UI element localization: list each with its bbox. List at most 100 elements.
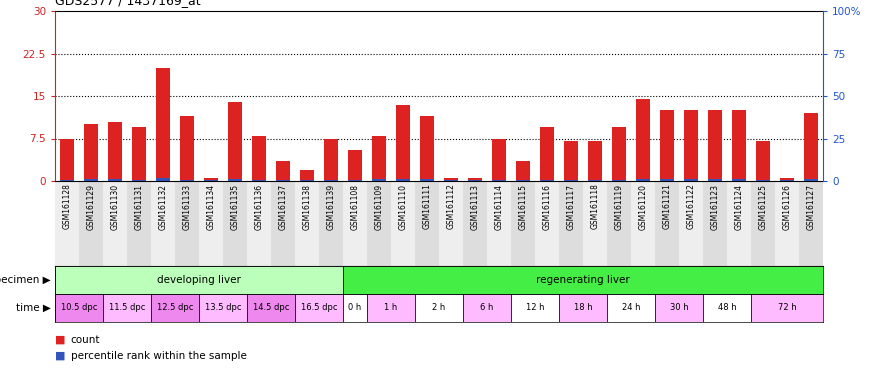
Bar (199, 181, 223, 266)
Bar (444, 178, 458, 181)
Text: 14.5 dpc: 14.5 dpc (253, 303, 289, 313)
Text: percentile rank within the sample: percentile rank within the sample (71, 351, 247, 361)
Bar (559, 294, 607, 322)
Bar (468, 178, 482, 181)
Bar (415, 181, 439, 266)
Text: 11.5 dpc: 11.5 dpc (108, 303, 145, 313)
Bar (492, 139, 507, 181)
Text: 10.5 dpc: 10.5 dpc (61, 303, 97, 313)
Text: 1 h: 1 h (384, 303, 397, 313)
Bar (343, 294, 367, 322)
Bar (276, 180, 290, 181)
Bar (55, 181, 79, 266)
Bar (300, 180, 314, 181)
Text: ■: ■ (55, 335, 69, 345)
Bar (84, 124, 98, 181)
Text: specimen ▶: specimen ▶ (0, 275, 51, 285)
Bar (295, 181, 319, 266)
Text: GSM161138: GSM161138 (303, 184, 312, 230)
Bar (276, 161, 290, 181)
Bar (295, 294, 343, 322)
Bar (151, 294, 199, 322)
Text: GSM161123: GSM161123 (710, 184, 719, 230)
Text: 48 h: 48 h (718, 303, 737, 313)
Bar (660, 179, 675, 181)
Bar (540, 127, 554, 181)
Text: GSM161125: GSM161125 (759, 184, 767, 230)
Text: 12.5 dpc: 12.5 dpc (157, 303, 193, 313)
Bar (391, 181, 415, 266)
Text: 6 h: 6 h (480, 303, 494, 313)
Bar (679, 181, 703, 266)
Bar (420, 116, 434, 181)
Bar (708, 110, 722, 181)
Bar (631, 181, 655, 266)
Bar (703, 294, 751, 322)
Bar (223, 181, 247, 266)
Text: GSM161122: GSM161122 (687, 184, 696, 229)
Bar (511, 181, 535, 266)
Bar (799, 181, 823, 266)
Bar (683, 110, 698, 181)
Bar (463, 294, 511, 322)
Bar (55, 294, 103, 322)
Text: GSM161115: GSM161115 (519, 184, 528, 230)
Bar (127, 181, 151, 266)
Text: GSM161128: GSM161128 (62, 184, 72, 229)
Text: GSM161114: GSM161114 (494, 184, 503, 230)
Text: GSM161132: GSM161132 (158, 184, 167, 230)
Bar (324, 180, 339, 181)
Bar (108, 121, 123, 181)
Bar (588, 180, 602, 181)
Bar (559, 181, 583, 266)
Bar (396, 179, 410, 181)
Bar (343, 181, 367, 266)
Bar (343, 266, 823, 294)
Text: GSM161110: GSM161110 (398, 184, 408, 230)
Bar (444, 180, 458, 181)
Bar (636, 99, 650, 181)
Bar (540, 180, 554, 181)
Bar (583, 181, 607, 266)
Text: GSM161120: GSM161120 (639, 184, 648, 230)
Bar (151, 181, 175, 266)
Bar (612, 180, 626, 181)
Text: 30 h: 30 h (669, 303, 689, 313)
Bar (756, 180, 770, 181)
Bar (156, 179, 171, 181)
Text: GSM161112: GSM161112 (446, 184, 456, 229)
Text: GSM161135: GSM161135 (230, 184, 240, 230)
Bar (60, 180, 74, 181)
Bar (780, 180, 794, 181)
Bar (463, 181, 487, 266)
Text: GSM161118: GSM161118 (591, 184, 599, 229)
Bar (252, 136, 266, 181)
Text: GSM161127: GSM161127 (807, 184, 816, 230)
Bar (103, 181, 127, 266)
Bar (655, 181, 679, 266)
Bar (607, 181, 631, 266)
Bar (247, 294, 295, 322)
Bar (487, 181, 511, 266)
Text: GSM161139: GSM161139 (326, 184, 335, 230)
Bar (347, 180, 362, 181)
Bar (780, 178, 794, 181)
Bar (179, 116, 194, 181)
Text: 0 h: 0 h (348, 303, 361, 313)
Text: GSM161119: GSM161119 (614, 184, 624, 230)
Text: developing liver: developing liver (158, 275, 241, 285)
Text: 24 h: 24 h (622, 303, 640, 313)
Bar (179, 180, 194, 181)
Text: GSM161130: GSM161130 (110, 184, 120, 230)
Text: GSM161109: GSM161109 (374, 184, 383, 230)
Bar (727, 181, 751, 266)
Text: count: count (71, 335, 101, 345)
Text: 16.5 dpc: 16.5 dpc (301, 303, 337, 313)
Text: GSM161111: GSM161111 (423, 184, 431, 229)
Text: ■: ■ (55, 351, 69, 361)
Bar (660, 110, 675, 181)
Bar (55, 266, 343, 294)
Bar (804, 179, 818, 181)
Bar (252, 180, 266, 181)
Text: regenerating liver: regenerating liver (536, 275, 630, 285)
